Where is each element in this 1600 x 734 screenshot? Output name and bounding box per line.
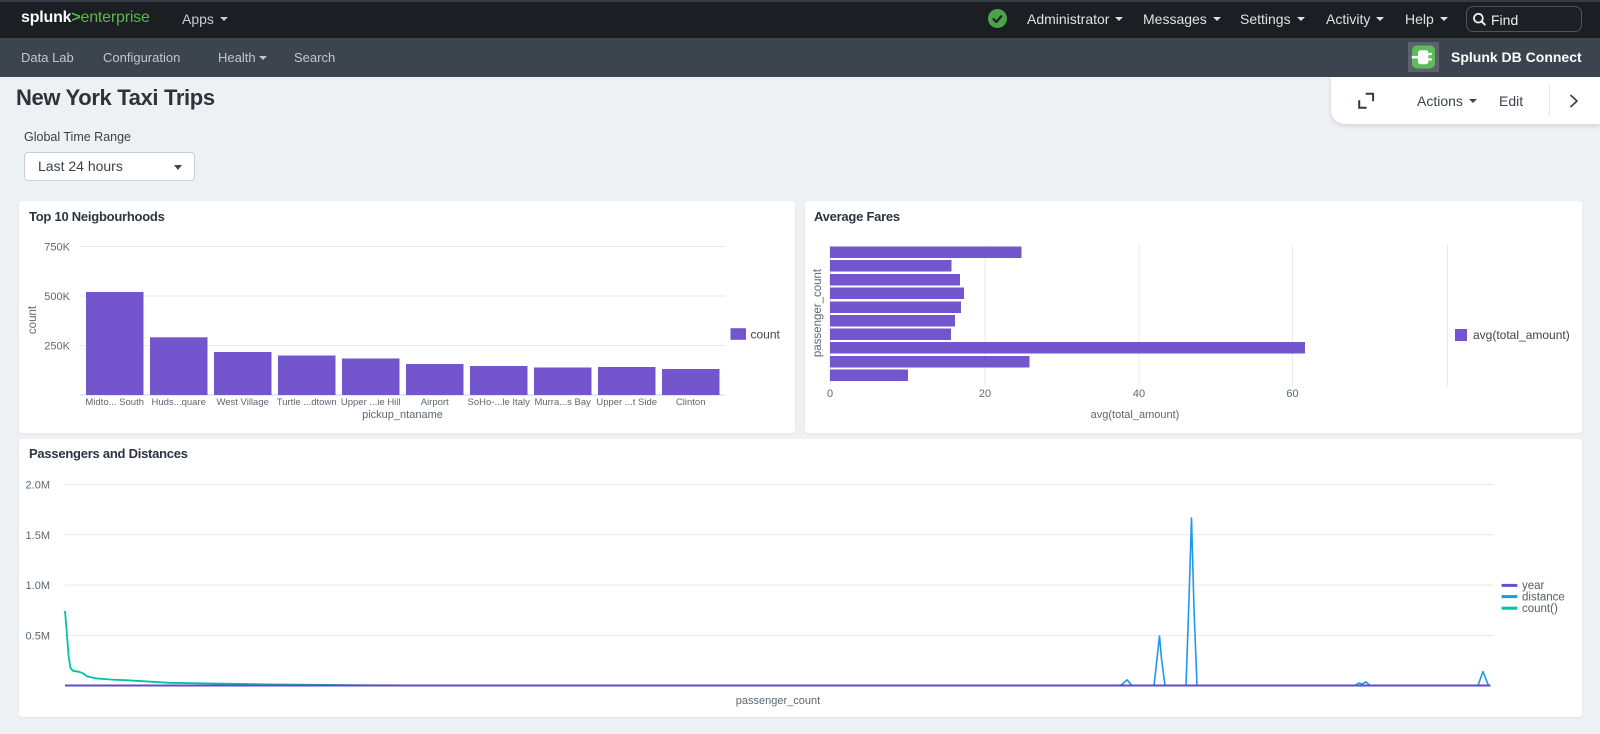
svg-text:Airport: Airport: [421, 397, 449, 408]
svg-text:avg(total_amount): avg(total_amount): [1473, 328, 1570, 342]
svg-text:0: 0: [827, 388, 833, 400]
svg-text:count(): count(): [1522, 603, 1558, 615]
svg-text:Murra...s Bay: Murra...s Bay: [534, 397, 591, 408]
svg-text:Midto... South: Midto... South: [85, 397, 144, 408]
svg-text:distance: distance: [1522, 591, 1565, 603]
svg-text:count: count: [751, 328, 781, 342]
svg-text:750K: 750K: [44, 242, 70, 254]
svg-text:Turtle ...dtown: Turtle ...dtown: [277, 397, 337, 408]
svg-text:avg(total_amount): avg(total_amount): [1091, 409, 1180, 421]
svg-text:500K: 500K: [44, 291, 70, 303]
svg-text:Upper ...t Side: Upper ...t Side: [596, 397, 657, 408]
svg-text:2.0M: 2.0M: [26, 480, 50, 492]
svg-text:SoHo-...le Italy: SoHo-...le Italy: [468, 397, 531, 408]
svg-text:60: 60: [1286, 388, 1298, 400]
svg-text:0.5M: 0.5M: [26, 630, 50, 642]
svg-text:250K: 250K: [44, 341, 70, 353]
svg-text:count: count: [27, 305, 39, 334]
svg-text:year: year: [1522, 580, 1545, 592]
svg-text:passenger_count: passenger_count: [736, 695, 820, 707]
svg-text:Clinton: Clinton: [676, 397, 706, 408]
svg-text:passenger_count: passenger_count: [812, 268, 824, 357]
svg-text:Huds...quare: Huds...quare: [151, 397, 205, 408]
svg-text:pickup_ntaname: pickup_ntaname: [362, 409, 443, 421]
svg-text:Upper ...ie Hill: Upper ...ie Hill: [341, 397, 401, 408]
svg-text:20: 20: [979, 388, 991, 400]
svg-text:1.0M: 1.0M: [26, 580, 50, 592]
svg-text:West Village: West Village: [216, 397, 268, 408]
svg-text:40: 40: [1133, 388, 1145, 400]
svg-text:1.5M: 1.5M: [26, 530, 50, 542]
